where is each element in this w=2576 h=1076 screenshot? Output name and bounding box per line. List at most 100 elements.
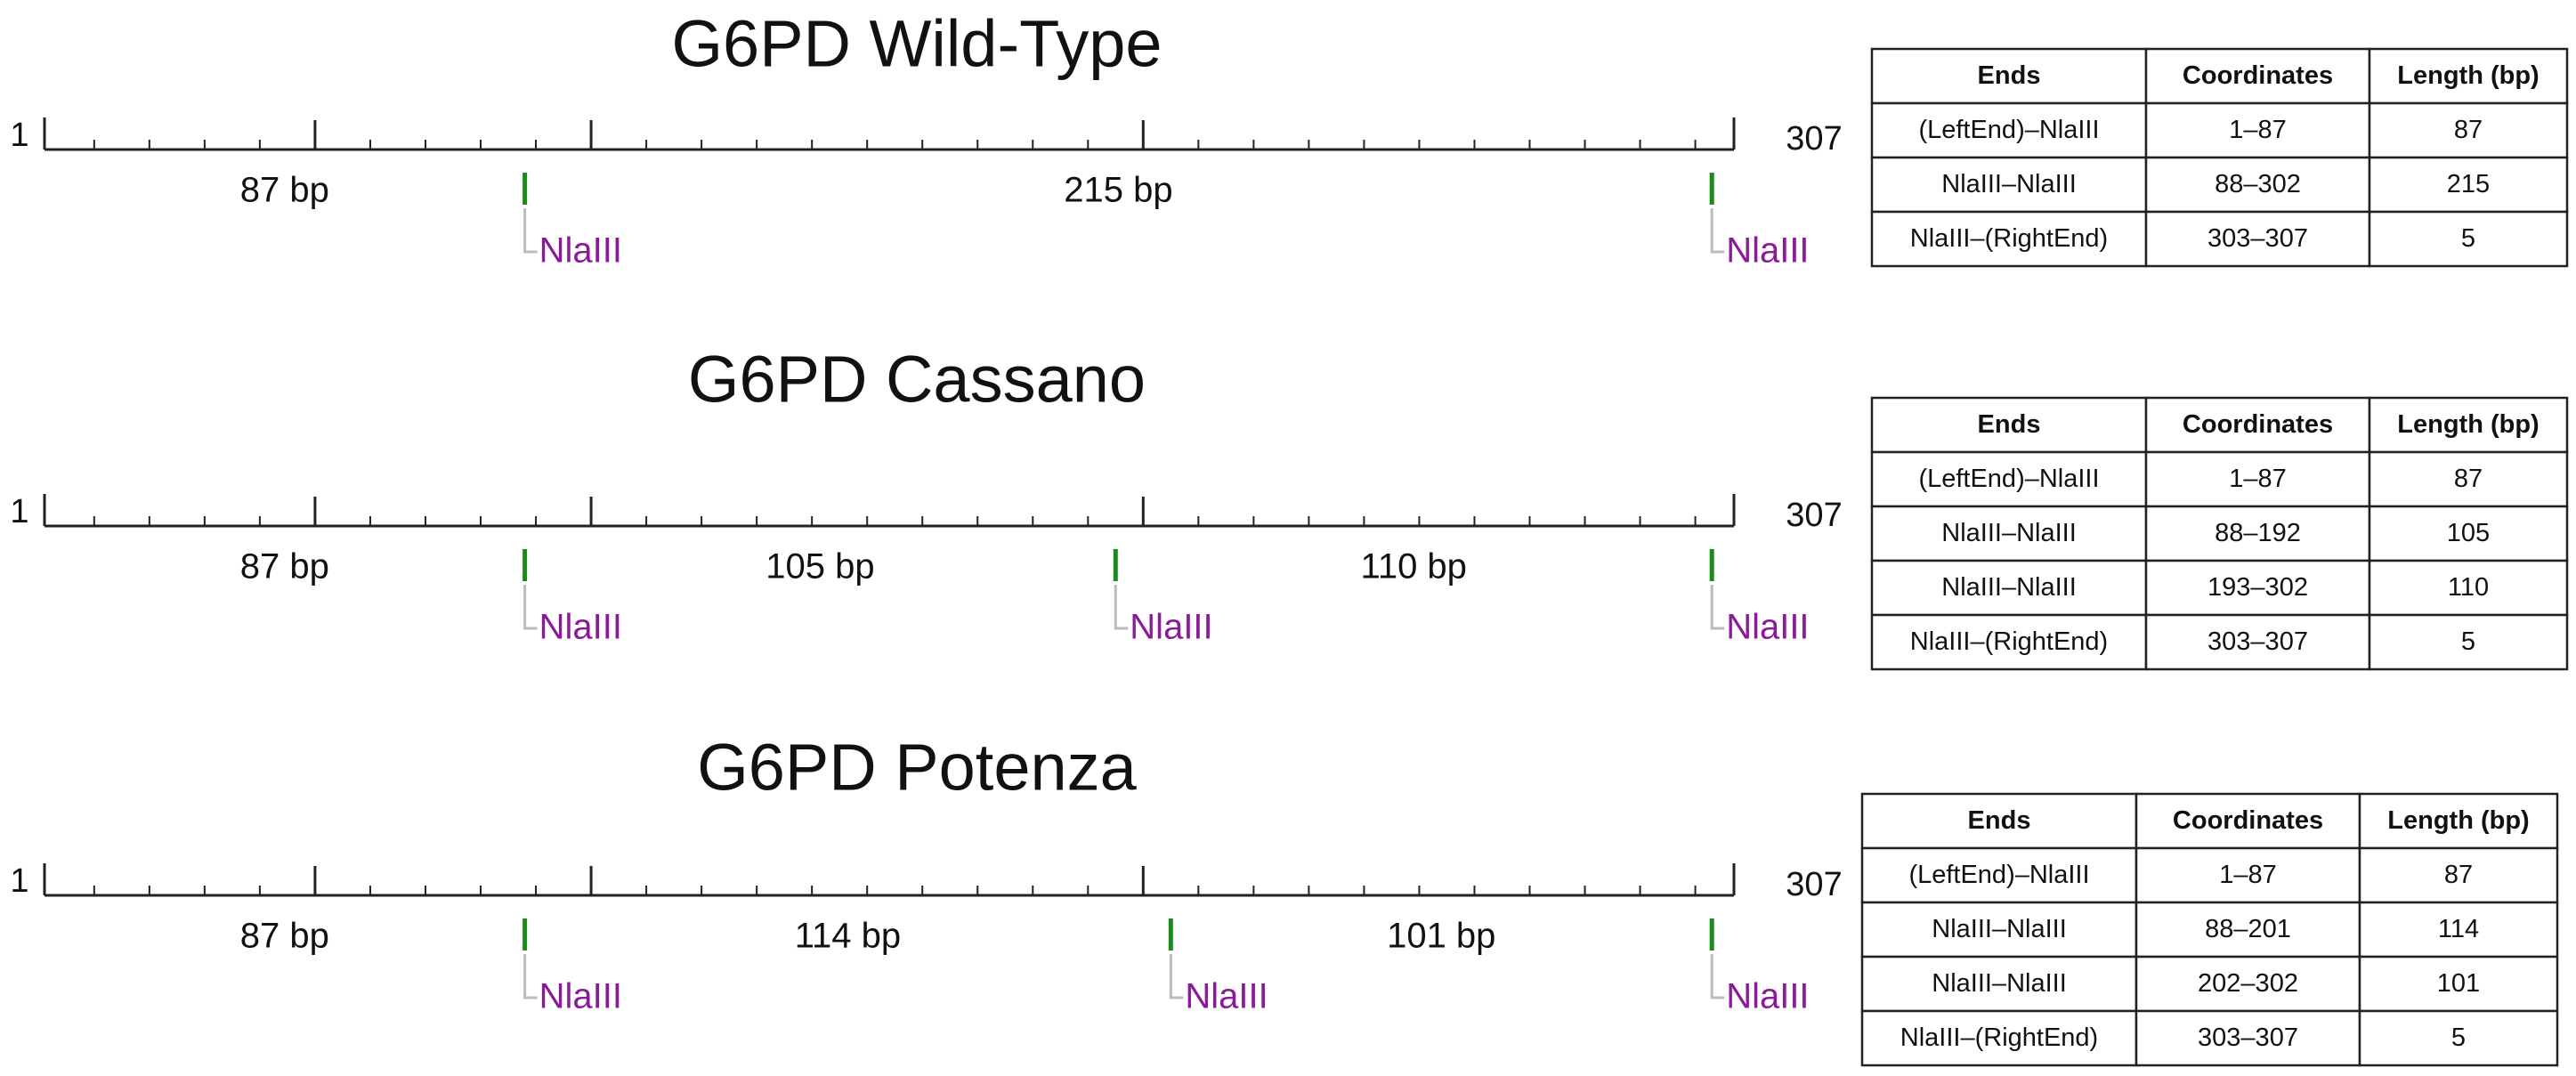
table-cell — [1870, 47, 2148, 105]
table-header: Ends — [1978, 410, 2041, 439]
table-cell-text: 87 — [2454, 116, 2483, 144]
table-cell — [2144, 47, 2371, 105]
table-cell — [1860, 1009, 2138, 1067]
table-cell — [2135, 846, 2361, 904]
table-cell-text: 114 — [2438, 915, 2479, 943]
table-cell — [2144, 450, 2371, 508]
table-cell-text: (LeftEnd)–NlaIII — [1908, 861, 2089, 889]
table-cell — [2135, 1009, 2361, 1067]
table-cell — [2358, 901, 2559, 959]
table-cell — [1860, 901, 2138, 959]
table-header: Coordinates — [2173, 806, 2323, 835]
table-cell-text: (LeftEnd)–NlaIII — [1918, 116, 2099, 144]
table-cell-text: 88–302 — [2215, 170, 2301, 198]
fragment-label: 110 bp — [1361, 547, 1467, 587]
table-header: Length (bp) — [2397, 410, 2539, 439]
table-cell-text: 105 — [2447, 519, 2490, 547]
enzyme-label: NlaIII — [539, 231, 622, 271]
table-header: Coordinates — [2183, 410, 2333, 439]
table-cell — [1870, 613, 2148, 671]
table-cell-text: 202–302 — [2198, 969, 2298, 998]
table-header: Length (bp) — [2397, 61, 2539, 90]
fragment-label: 215 bp — [1064, 171, 1172, 210]
ruler-start-label: 1 — [10, 117, 28, 154]
table-cell — [1870, 559, 2148, 617]
table-cell-text: 88–201 — [2205, 915, 2291, 943]
table-cell — [1870, 396, 2148, 454]
table-cell — [2368, 450, 2569, 508]
table-cell — [1870, 210, 2148, 268]
table-cell — [2144, 210, 2371, 268]
table-cell — [2368, 613, 2569, 671]
table-cell — [2358, 1009, 2559, 1067]
enzyme-label: NlaIII — [1130, 608, 1212, 647]
site-leader — [1169, 954, 1184, 999]
enzyme-label: NlaIII — [1726, 977, 1809, 1016]
table-cell-text: NlaIII–(RightEnd) — [1910, 627, 2108, 656]
table-header: Length (bp) — [2387, 806, 2529, 835]
fragment-label: 114 bp — [795, 917, 901, 956]
table-cell-text: 303–307 — [2207, 224, 2308, 253]
site-leader — [523, 954, 538, 999]
panel-title: G6PD Potenza — [697, 731, 1137, 805]
table-cell — [2144, 101, 2371, 159]
table-cell — [2135, 901, 2361, 959]
table-header: Coordinates — [2183, 61, 2333, 90]
table-cell — [2368, 210, 2569, 268]
table-cell-text: 88–192 — [2215, 519, 2301, 547]
table-cell-text: 215 — [2447, 170, 2490, 198]
ruler-end-label: 307 — [1786, 497, 1842, 534]
table-cell-text: NlaIII–NlaIII — [1932, 915, 2067, 943]
table-cell-text: 110 — [2448, 573, 2489, 602]
table-cell-text: (LeftEnd)–NlaIII — [1918, 465, 2099, 493]
table-cell-text: NlaIII–NlaIII — [1941, 519, 2077, 547]
table-cell — [1860, 792, 2138, 850]
site-leader — [1710, 208, 1725, 254]
site-leader — [523, 208, 538, 254]
table-cell — [2368, 559, 2569, 617]
site-leader — [1114, 585, 1129, 630]
fragment-label: 87 bp — [240, 171, 329, 210]
table-cell — [1860, 846, 2138, 904]
table-cell-text: 101 — [2437, 969, 2480, 998]
site-leader — [1710, 954, 1725, 999]
table-cell — [2368, 101, 2569, 159]
ruler-end-label: 307 — [1786, 866, 1842, 903]
fragment-label: 87 bp — [240, 547, 329, 587]
table-cell-text: 5 — [2461, 224, 2475, 253]
table-cell-text: 193–302 — [2207, 573, 2308, 602]
enzyme-label: NlaIII — [1726, 231, 1809, 271]
table-cell-text: 87 — [2454, 465, 2483, 493]
table-cell — [2368, 396, 2569, 454]
table-cell — [2368, 47, 2569, 105]
table-header: Ends — [1968, 806, 2031, 835]
table-cell-text: 87 — [2444, 861, 2473, 889]
table-cell — [1870, 450, 2148, 508]
table-cell-text: 303–307 — [2207, 627, 2308, 656]
table-cell-text: NlaIII–NlaIII — [1941, 573, 2077, 602]
table-cell — [2368, 156, 2569, 214]
panel-title: G6PD Wild-Type — [671, 7, 1162, 81]
ruler-start-label: 1 — [10, 862, 28, 900]
table-cell — [2358, 792, 2559, 850]
table-cell-text: 1–87 — [2219, 861, 2277, 889]
enzyme-label: NlaIII — [1185, 977, 1268, 1016]
table-cell-text: NlaIII–NlaIII — [1932, 969, 2067, 998]
table-cell-text: 5 — [2461, 627, 2475, 656]
table-cell — [2144, 505, 2371, 562]
enzyme-label: NlaIII — [539, 608, 622, 647]
table-cell-text: 5 — [2451, 1023, 2466, 1052]
enzyme-label: NlaIII — [1726, 608, 1809, 647]
table-cell-text: 1–87 — [2229, 465, 2287, 493]
table-cell-text: 303–307 — [2198, 1023, 2298, 1052]
table-cell — [2144, 613, 2371, 671]
fragment-label: 101 bp — [1387, 917, 1495, 956]
table-cell-text: NlaIII–(RightEnd) — [1900, 1023, 2098, 1052]
table-cell — [2135, 955, 2361, 1013]
site-leader — [523, 585, 538, 630]
fragment-label: 105 bp — [766, 547, 874, 587]
panel-title: G6PD Cassano — [688, 343, 1146, 417]
table-cell — [2358, 955, 2559, 1013]
enzyme-label: NlaIII — [539, 977, 622, 1016]
